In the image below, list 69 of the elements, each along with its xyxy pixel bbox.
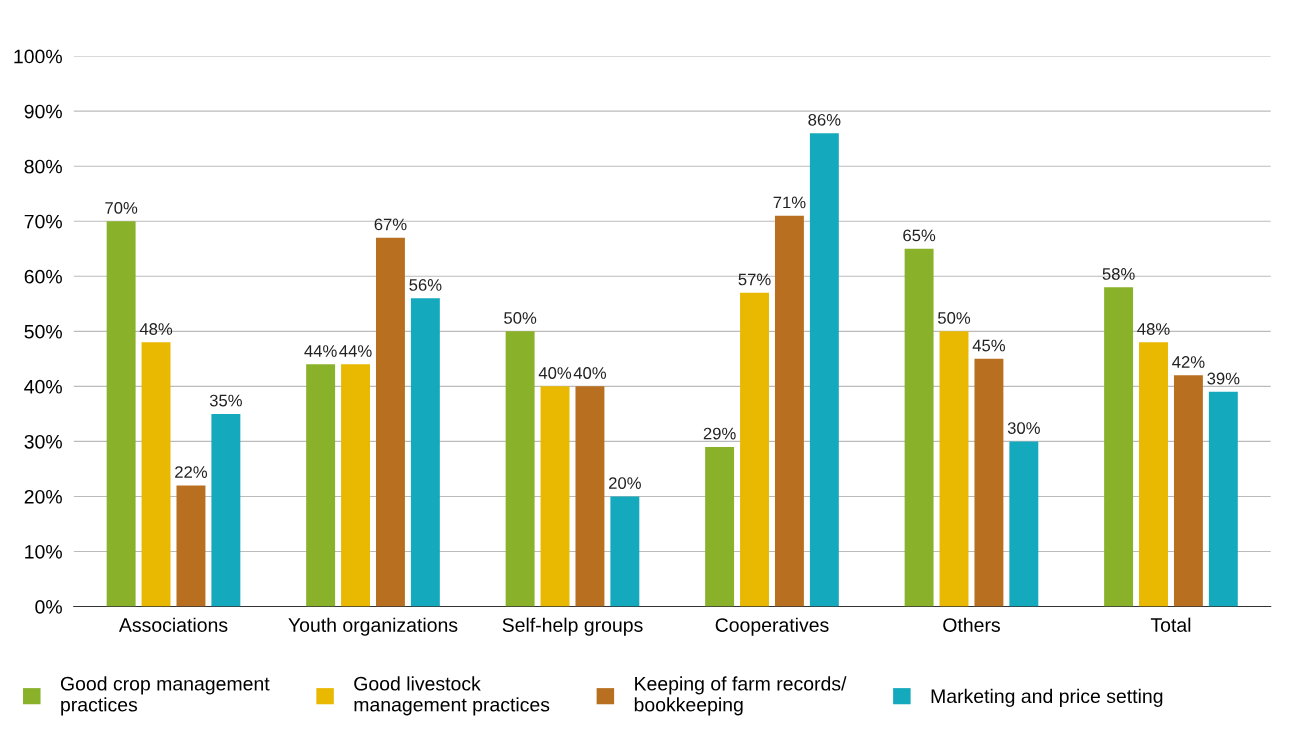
data-label: 71% bbox=[773, 196, 806, 209]
bar bbox=[939, 331, 969, 607]
data-label: 20% bbox=[609, 477, 641, 489]
data-label: 56% bbox=[409, 279, 442, 291]
data-label: 22% bbox=[175, 466, 208, 478]
y-tick-label: 60% bbox=[24, 269, 62, 284]
bar bbox=[610, 496, 640, 607]
bar bbox=[1173, 375, 1203, 607]
x-tick-label: Total bbox=[1150, 617, 1191, 632]
bar bbox=[774, 215, 804, 607]
data-label: 40% bbox=[538, 367, 572, 379]
y-tick-label: 0% bbox=[35, 600, 62, 614]
bar bbox=[1104, 287, 1134, 607]
bar bbox=[375, 237, 405, 607]
y-tick-label: 20% bbox=[24, 489, 62, 504]
bar bbox=[410, 298, 440, 607]
data-label: 35% bbox=[209, 394, 242, 407]
y-tick-label: 50% bbox=[24, 324, 62, 339]
x-tick-label: Youth organizations bbox=[288, 617, 458, 636]
data-label: 45% bbox=[972, 339, 1006, 352]
x-tick-label: Cooperatives bbox=[715, 617, 829, 636]
data-label: 65% bbox=[903, 229, 936, 242]
legend-label: Good livestock management practices bbox=[354, 676, 550, 716]
data-label: 44% bbox=[304, 345, 337, 357]
data-label: 50% bbox=[938, 312, 971, 324]
x-tick-label: Associations bbox=[118, 617, 228, 632]
data-label: 30% bbox=[1007, 422, 1040, 434]
bar bbox=[740, 292, 769, 607]
data-label: 39% bbox=[1207, 372, 1240, 385]
legend-label: Keeping of farm records/ bookkeeping bbox=[634, 676, 847, 716]
y-tick-label: 100% bbox=[14, 49, 62, 64]
x-tick-label: Others bbox=[943, 617, 1000, 632]
data-label: 48% bbox=[139, 323, 173, 335]
bar bbox=[1208, 391, 1238, 607]
y-tick-label: 10% bbox=[25, 544, 62, 559]
data-label: 57% bbox=[738, 273, 771, 286]
bar bbox=[1009, 441, 1039, 607]
bar bbox=[176, 485, 206, 607]
x-tick-label: Self-help groups bbox=[502, 617, 643, 636]
data-label: 58% bbox=[1102, 268, 1135, 280]
data-label: 29% bbox=[703, 427, 736, 440]
bar bbox=[306, 364, 336, 607]
bar bbox=[211, 413, 241, 607]
bar bbox=[141, 342, 171, 607]
data-label: 44% bbox=[339, 345, 372, 357]
y-tick-label: 70% bbox=[24, 214, 62, 229]
bar bbox=[974, 358, 1004, 607]
legend-label: Marketing and price setting bbox=[931, 688, 1163, 707]
bar bbox=[341, 364, 370, 607]
legend-label: Good crop management practices bbox=[60, 676, 270, 716]
data-label: 40% bbox=[573, 367, 607, 379]
y-tick-label: 80% bbox=[24, 159, 62, 174]
data-label: 86% bbox=[808, 113, 841, 126]
y-tick-label: 40% bbox=[24, 379, 62, 394]
bar bbox=[809, 133, 839, 607]
bar bbox=[540, 386, 570, 607]
bar bbox=[106, 221, 136, 607]
y-tick-label: 30% bbox=[24, 434, 62, 449]
data-label: 50% bbox=[504, 312, 537, 324]
y-tick-label: 90% bbox=[24, 104, 62, 119]
data-label: 42% bbox=[1172, 356, 1205, 368]
data-label: 70% bbox=[105, 201, 138, 214]
bar bbox=[505, 331, 535, 607]
data-label: 48% bbox=[1137, 323, 1170, 335]
bar bbox=[904, 248, 934, 607]
bar bbox=[1139, 342, 1168, 607]
bar bbox=[575, 386, 605, 607]
bar bbox=[705, 446, 735, 607]
data-label: 67% bbox=[374, 218, 407, 231]
